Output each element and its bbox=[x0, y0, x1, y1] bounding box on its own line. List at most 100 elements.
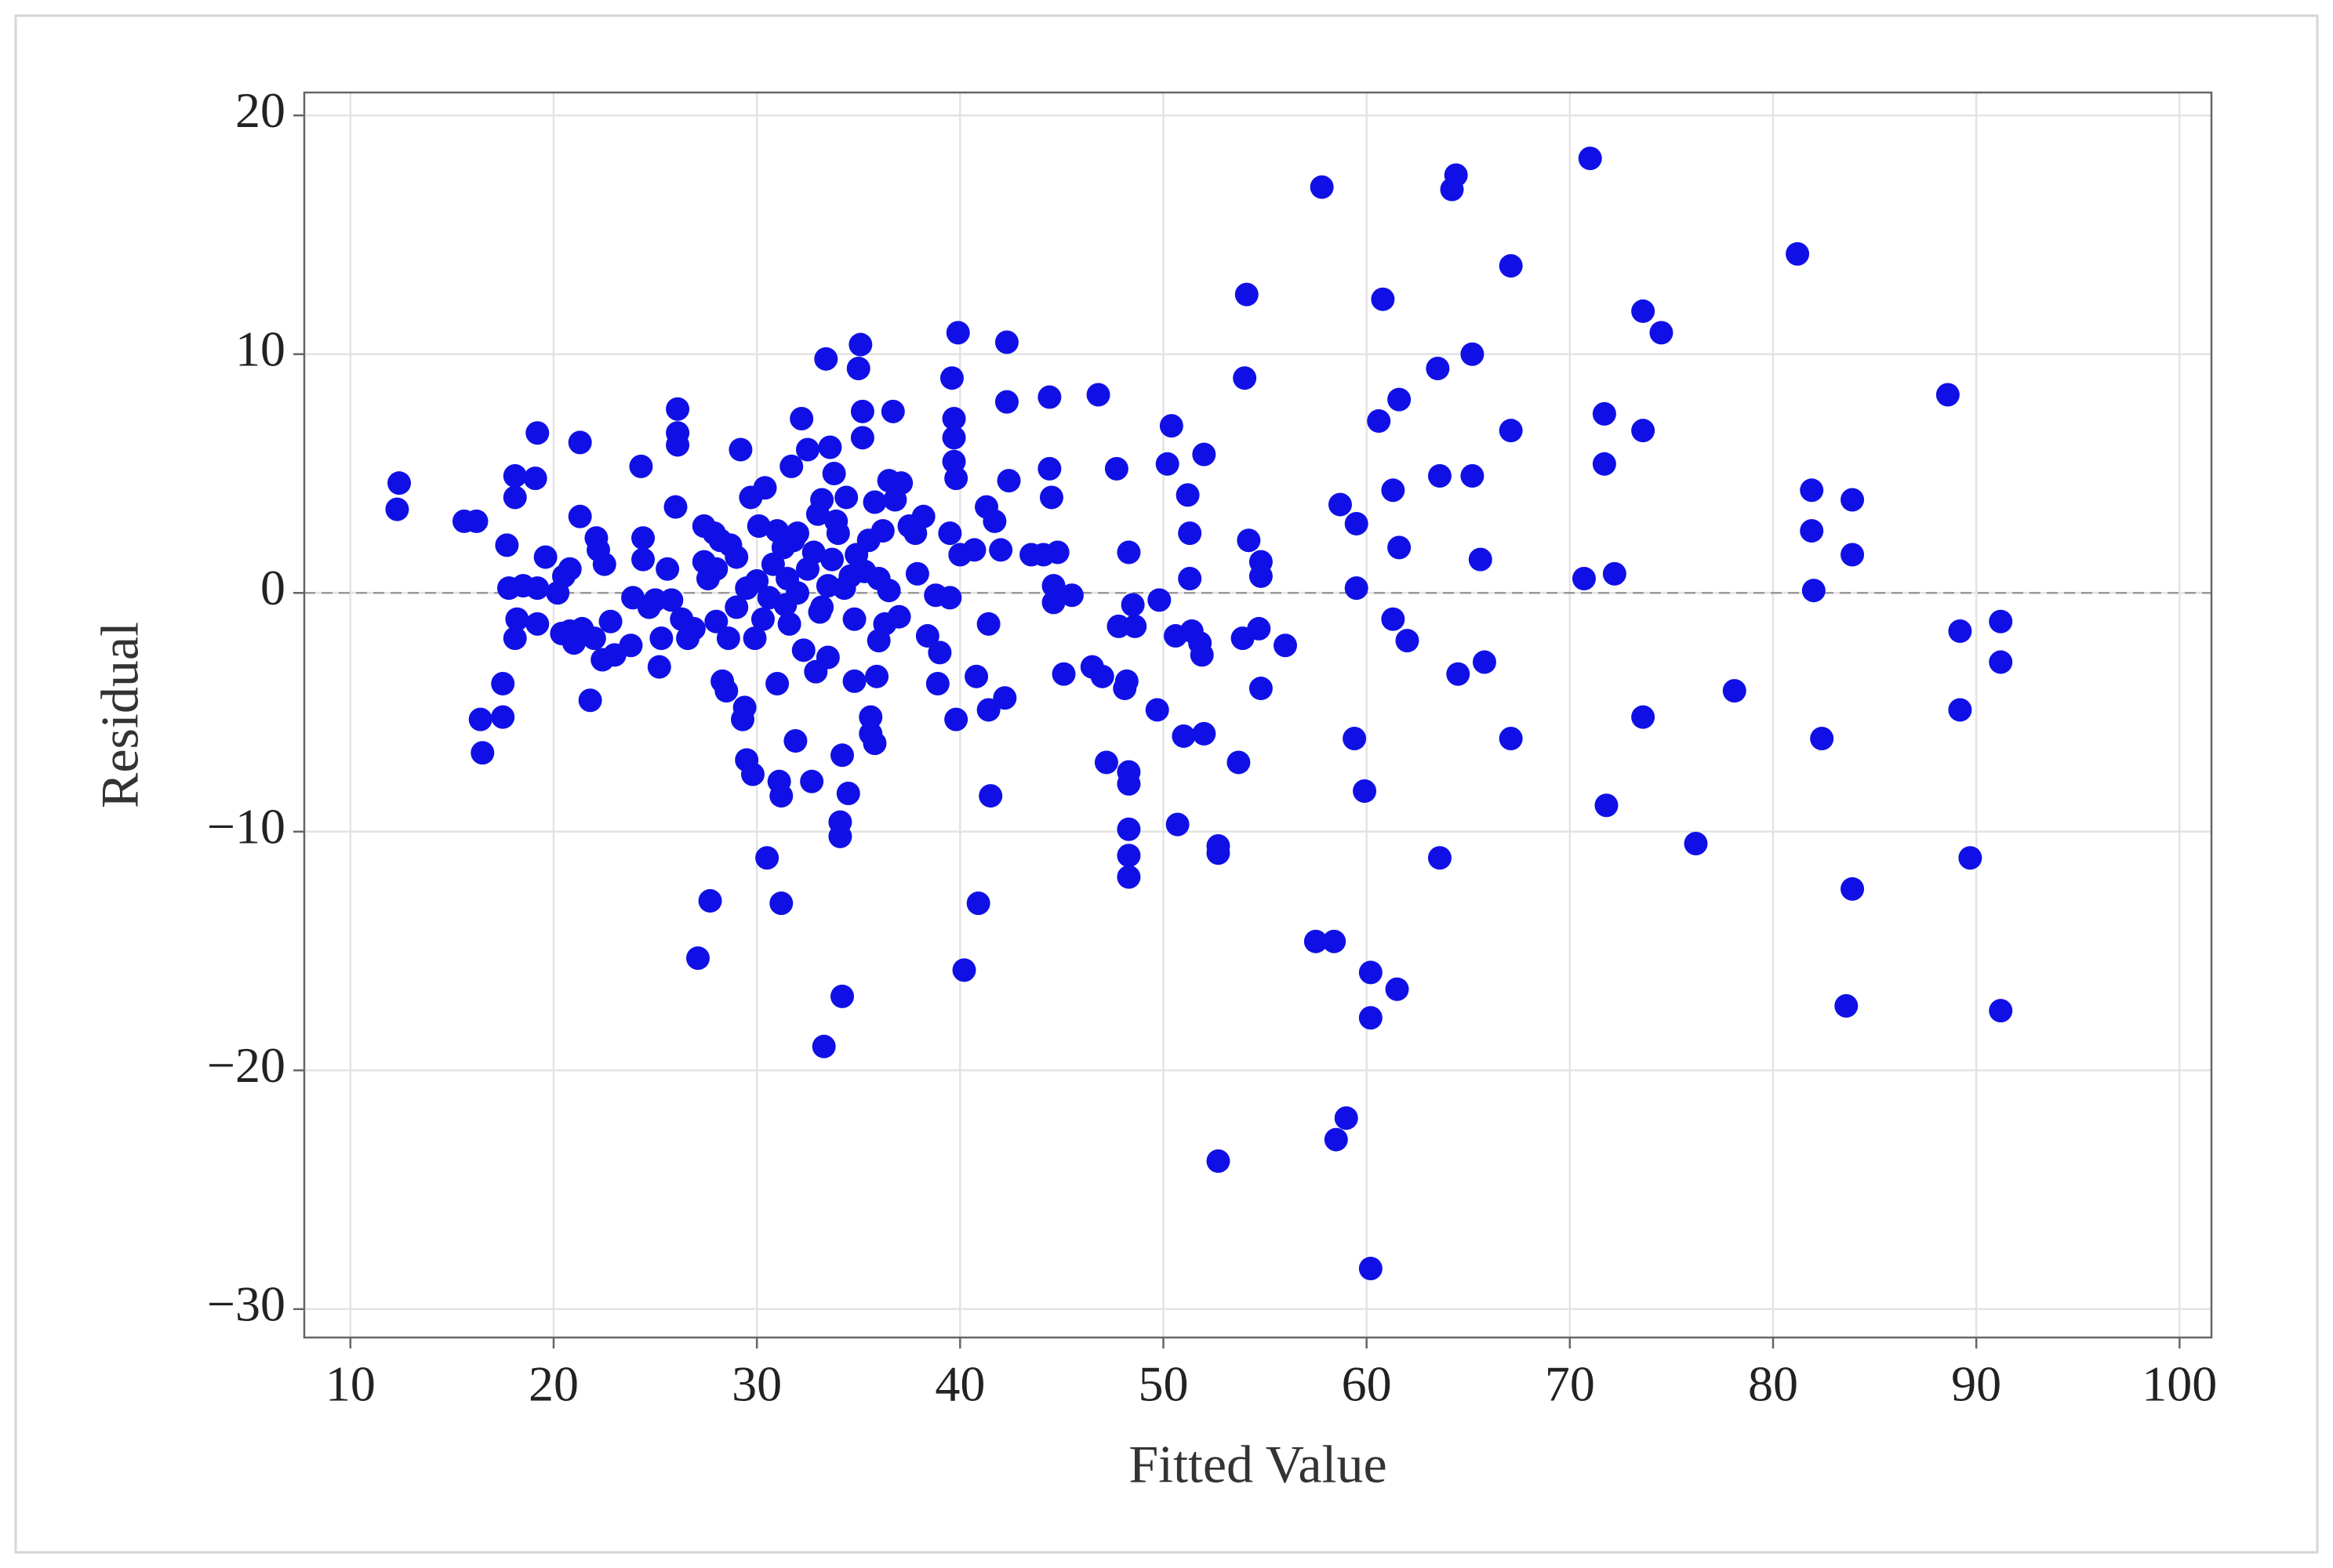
point bbox=[938, 586, 962, 610]
point bbox=[663, 495, 688, 519]
point bbox=[708, 528, 732, 553]
point bbox=[849, 332, 873, 357]
point bbox=[753, 476, 777, 500]
point bbox=[1117, 817, 1141, 841]
point bbox=[1344, 511, 1368, 535]
point bbox=[877, 579, 901, 603]
point bbox=[889, 471, 914, 495]
point bbox=[714, 679, 739, 703]
point bbox=[783, 729, 808, 753]
point bbox=[1989, 999, 2013, 1023]
point bbox=[1045, 540, 1070, 564]
y-axis-title: Residual bbox=[90, 622, 150, 808]
point bbox=[859, 705, 883, 729]
point bbox=[1958, 846, 1982, 870]
point bbox=[649, 626, 674, 651]
point bbox=[785, 581, 809, 605]
point bbox=[983, 509, 1007, 533]
point bbox=[525, 612, 550, 636]
point bbox=[1834, 994, 1859, 1018]
point bbox=[525, 421, 550, 445]
point bbox=[828, 824, 852, 848]
point bbox=[842, 607, 867, 631]
point bbox=[800, 769, 824, 793]
point bbox=[558, 557, 582, 581]
x-axis-title: Fitted Value bbox=[1128, 1435, 1386, 1494]
point bbox=[850, 399, 874, 423]
point bbox=[464, 509, 489, 533]
point bbox=[1989, 609, 2013, 633]
point bbox=[1206, 841, 1230, 866]
y-tick-label: −20 bbox=[207, 1037, 285, 1093]
point bbox=[1631, 419, 1655, 443]
x-tick-label: 90 bbox=[1951, 1356, 2001, 1412]
point bbox=[850, 426, 874, 450]
point bbox=[838, 564, 863, 588]
point bbox=[696, 566, 720, 590]
x-tick-label: 30 bbox=[732, 1356, 782, 1412]
point bbox=[1499, 419, 1523, 443]
point bbox=[1037, 385, 1062, 409]
point bbox=[826, 521, 850, 546]
point bbox=[777, 612, 801, 636]
point bbox=[1117, 865, 1141, 889]
point bbox=[525, 576, 550, 601]
point bbox=[643, 588, 667, 612]
x-tick-label: 50 bbox=[1138, 1356, 1188, 1412]
point bbox=[1935, 383, 1960, 407]
point bbox=[698, 889, 722, 913]
point bbox=[1427, 464, 1452, 488]
point bbox=[944, 707, 968, 731]
point bbox=[834, 485, 859, 510]
point bbox=[747, 514, 771, 538]
plot-border bbox=[303, 91, 2213, 1339]
point bbox=[1147, 588, 1172, 612]
point bbox=[592, 552, 616, 576]
point bbox=[1631, 299, 1655, 323]
point bbox=[1114, 669, 1139, 693]
point bbox=[740, 762, 765, 786]
point bbox=[666, 397, 690, 421]
point bbox=[598, 609, 623, 633]
point bbox=[578, 688, 602, 713]
point bbox=[994, 330, 1019, 354]
point bbox=[1468, 547, 1492, 572]
point bbox=[491, 705, 515, 729]
point bbox=[1427, 846, 1452, 870]
point bbox=[533, 545, 558, 569]
point bbox=[1334, 1106, 1358, 1131]
point bbox=[568, 430, 592, 455]
y-tick-label: −10 bbox=[207, 798, 285, 854]
point bbox=[1322, 929, 1346, 953]
point bbox=[944, 466, 968, 491]
point bbox=[629, 454, 653, 478]
point bbox=[925, 671, 950, 695]
point bbox=[647, 655, 671, 679]
point bbox=[1190, 643, 1214, 667]
point bbox=[965, 664, 989, 688]
point bbox=[942, 426, 966, 450]
point bbox=[979, 784, 1003, 808]
point bbox=[795, 557, 819, 581]
point bbox=[946, 321, 970, 345]
point bbox=[503, 464, 527, 488]
point bbox=[1948, 619, 1972, 643]
point bbox=[812, 1034, 836, 1058]
point bbox=[1178, 566, 1202, 590]
point bbox=[1178, 521, 1202, 546]
point bbox=[938, 521, 962, 546]
point bbox=[903, 521, 928, 546]
point bbox=[810, 595, 834, 619]
point bbox=[1841, 877, 1865, 901]
point bbox=[765, 671, 790, 695]
point bbox=[729, 437, 753, 462]
point bbox=[735, 576, 759, 601]
point bbox=[836, 782, 860, 806]
point bbox=[863, 490, 887, 514]
point bbox=[939, 366, 964, 390]
point bbox=[1226, 750, 1251, 775]
point bbox=[1090, 664, 1114, 688]
point bbox=[505, 607, 529, 631]
point bbox=[830, 743, 855, 768]
point bbox=[779, 454, 804, 478]
